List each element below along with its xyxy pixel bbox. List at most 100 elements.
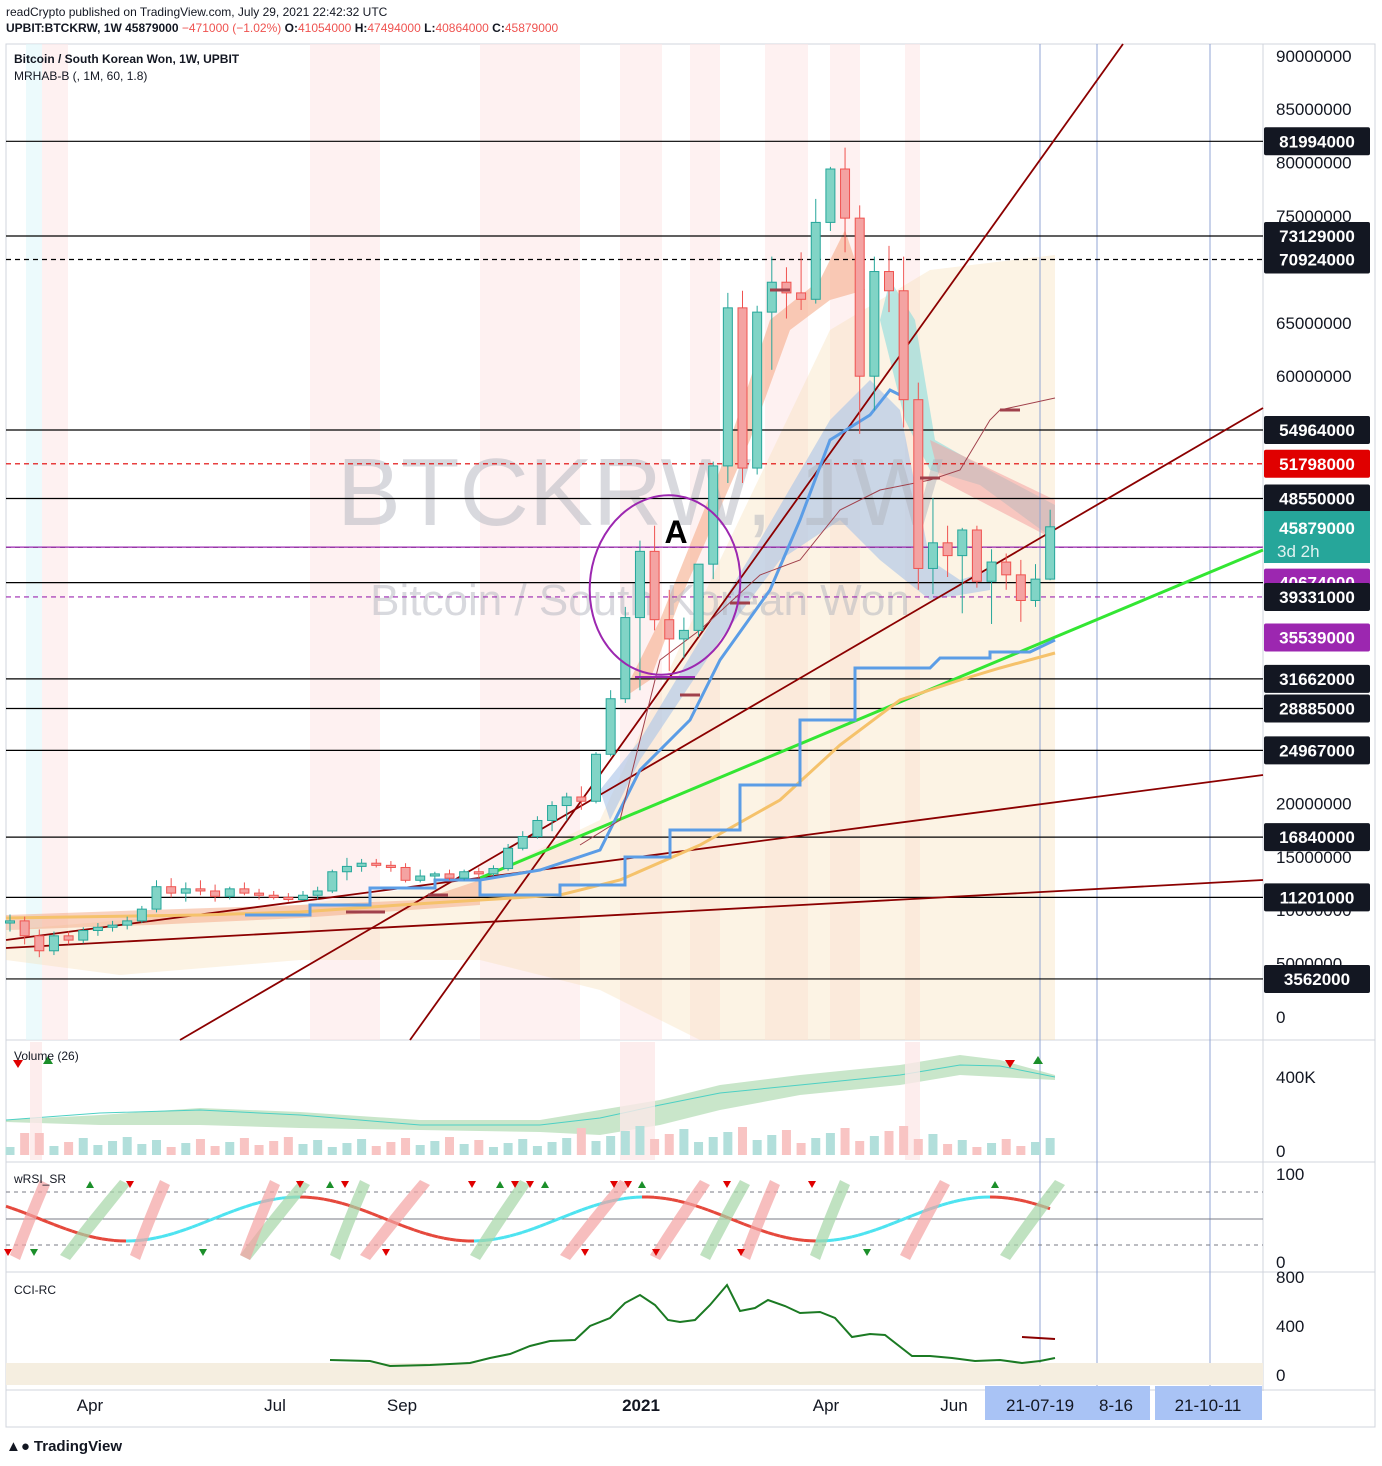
price-level-badge: [1264, 582, 1370, 611]
candle: [298, 894, 308, 901]
candle: [781, 281, 792, 294]
wrsi-signal-icon: [610, 1181, 618, 1188]
volume-bar: [313, 1140, 323, 1155]
volume-signal-down-icon: [13, 1060, 23, 1068]
wrsi-line: [215, 1213, 223, 1220]
volume-bar: [518, 1139, 528, 1155]
candle: [224, 888, 235, 897]
volume-bar: [708, 1137, 718, 1155]
price-level-badge-label: 11201000: [1280, 888, 1355, 907]
wrsi-signal-icon: [468, 1181, 476, 1188]
price-level-badge-label: 39331000: [1279, 588, 1355, 607]
volume-bar: [694, 1142, 704, 1155]
wrsi-line: [863, 1230, 871, 1236]
wrsi-line: [47, 1220, 55, 1226]
volume-bar: [987, 1143, 997, 1155]
cci-axis-tick: 0: [1276, 1366, 1285, 1385]
candle: [634, 550, 645, 619]
wrsi-line: [17, 1209, 25, 1215]
wrsi-line: [875, 1226, 883, 1232]
wrsi-line: [617, 1197, 625, 1202]
candle: [429, 873, 440, 877]
volume-bar: [122, 1137, 132, 1155]
candle: [400, 866, 411, 881]
candle: [34, 935, 45, 952]
wrsi-line: [173, 1229, 181, 1235]
wrsi-line: [509, 1232, 517, 1238]
wrsi-line: [149, 1236, 157, 1241]
wrsi-line: [1007, 1196, 1015, 1201]
price-level-badge-label: 35539000: [1279, 628, 1355, 647]
tradingview-logo-icon: ▲●: [6, 1438, 30, 1455]
volume-bar: [591, 1141, 601, 1155]
trendline: [5, 879, 1264, 949]
last-price-label: 45879000: [1279, 519, 1355, 538]
wrsi-line: [161, 1233, 169, 1239]
wrsi-line: [413, 1228, 421, 1234]
candle: [459, 871, 470, 879]
wrsi-line: [401, 1224, 409, 1230]
wrsi-line: [1019, 1198, 1027, 1203]
wrsi-line: [839, 1236, 847, 1241]
candle: [825, 168, 836, 223]
footer-brand[interactable]: ▲● TradingView: [6, 1438, 122, 1455]
wrsi-signal-icon: [638, 1181, 646, 1188]
high-label: H:: [354, 21, 368, 35]
wrsi-line: [845, 1235, 853, 1240]
volume-bar: [415, 1145, 425, 1155]
volume-bar: [562, 1138, 572, 1155]
volume-cloud: [6, 1055, 1055, 1135]
wrsi-line: [539, 1222, 547, 1228]
wrsi-line: [503, 1234, 511, 1239]
wrsi-band: [10, 1180, 50, 1260]
wrsi-line: [851, 1233, 859, 1239]
candle: [268, 894, 279, 898]
price-axis-tick-label: 85000000: [1276, 100, 1352, 119]
wrsi-line: [629, 1195, 637, 1200]
volume-bar: [972, 1147, 982, 1155]
price-level-badge-label: 16840000: [1279, 828, 1355, 847]
wrsi-bottom-signal-icon: [581, 1249, 589, 1256]
wrsi-bottom-signal-icon: [652, 1249, 660, 1256]
volume-bar: [503, 1143, 513, 1155]
wrsi-line: [671, 1198, 679, 1203]
price-level-badge-label: 54964000: [1279, 421, 1355, 440]
volume-bar: [401, 1138, 411, 1155]
session-stripe: [26, 44, 42, 1040]
wrsi-line: [335, 1200, 343, 1205]
time-highlight-label: 8-16: [1099, 1396, 1133, 1415]
wrsi-line: [443, 1236, 451, 1241]
wrsi-line: [1025, 1200, 1033, 1205]
volume-bar: [650, 1139, 660, 1155]
wrsi-signal-icon: [496, 1181, 504, 1188]
price-axis-tick-label: 90000000: [1276, 47, 1352, 66]
cci-line: [329, 1283, 1056, 1368]
wrsi-signal-icon: [86, 1181, 94, 1188]
wrsi-line: [965, 1196, 973, 1201]
candle: [898, 290, 909, 401]
wrsi-line: [677, 1199, 685, 1204]
candle: [444, 873, 455, 879]
wrsi-signal-icon: [326, 1181, 334, 1188]
wrsi-line: [179, 1227, 187, 1233]
volume-bar: [1016, 1146, 1026, 1155]
price-axis-tick-label: 20000000: [1276, 794, 1352, 813]
wrsi-line: [743, 1222, 751, 1228]
wrsi-line: [251, 1201, 259, 1207]
wrsi-band: [810, 1180, 850, 1260]
wrsi-line: [695, 1204, 703, 1210]
wrsi-line: [167, 1231, 175, 1237]
candle: [180, 888, 191, 894]
publish-info: readCrypto published on TradingView.com,…: [6, 5, 388, 19]
wrsi-line: [827, 1238, 835, 1243]
volume-bar: [371, 1146, 381, 1155]
wrsi-line: [587, 1204, 595, 1210]
candle: [1030, 578, 1041, 601]
price-level-badge: [1264, 964, 1370, 993]
wrsi-bottom-signal-icon: [4, 1249, 12, 1256]
candle: [122, 920, 133, 926]
price-change: −471000 (−1.02%): [181, 21, 282, 35]
wrsi-line: [959, 1197, 967, 1202]
candle: [561, 796, 572, 807]
